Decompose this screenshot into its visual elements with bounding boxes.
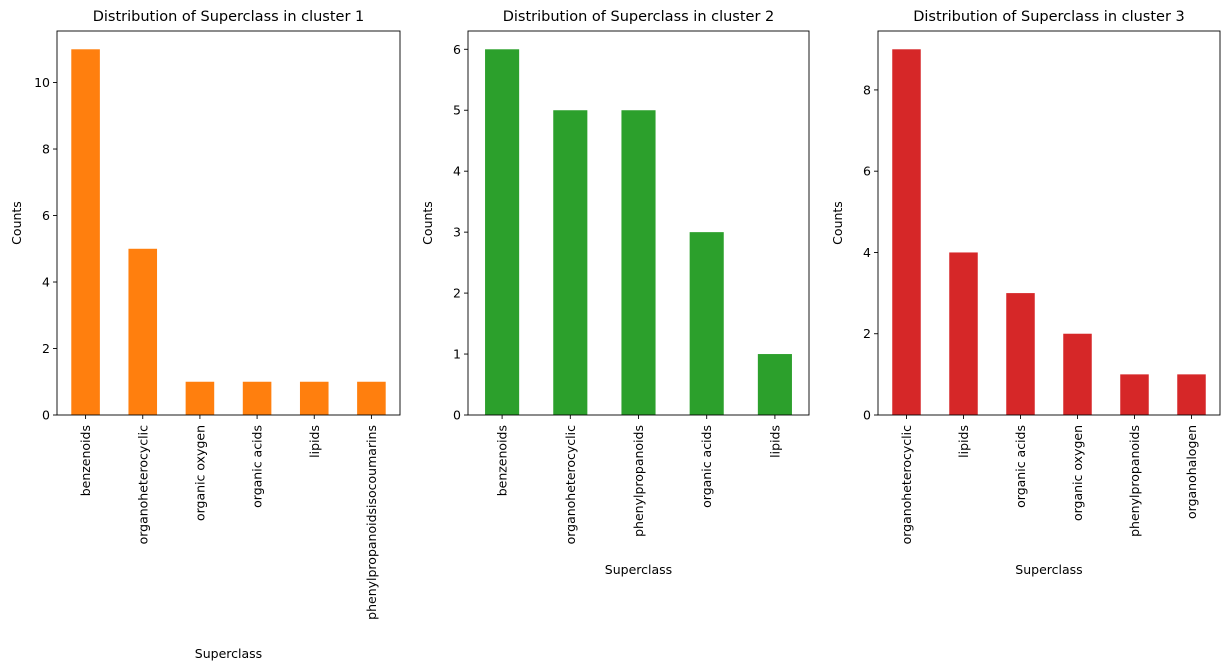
x-tick-label: phenylpropanoidsisocoumarins bbox=[364, 425, 379, 620]
x-tick-label: phenylpropanoids bbox=[1127, 425, 1142, 537]
y-tick-label: 0 bbox=[42, 408, 50, 423]
x-tick-label: phenylpropanoids bbox=[631, 425, 646, 537]
y-tick-label: 10 bbox=[34, 75, 50, 90]
bar-lipids bbox=[299, 381, 329, 415]
bar-organic-acids bbox=[689, 232, 724, 415]
chart-panel-cluster-3: Distribution of Superclass in cluster 3 … bbox=[830, 9, 1221, 577]
bar-phenylpropanoids bbox=[1120, 374, 1149, 415]
x-tick-label: organoheterocyclic bbox=[135, 425, 150, 545]
bar-phenylpropanoidsisocoumarins bbox=[357, 381, 386, 415]
x-axis: benzenoids organoheterocyclic organic oxyg… bbox=[78, 415, 379, 620]
x-tick-label: benzenoids bbox=[495, 425, 510, 496]
plot-frame bbox=[877, 30, 1221, 416]
bar-organoheterocyclic bbox=[128, 248, 158, 415]
bar-organohalogen bbox=[1177, 374, 1206, 415]
y-tick-label: 2 bbox=[453, 286, 461, 301]
bars-group bbox=[485, 49, 792, 416]
plot-frame bbox=[467, 30, 810, 416]
bars-group bbox=[71, 49, 386, 415]
x-axis-label: Superclass bbox=[605, 562, 672, 577]
y-tick-label: 8 bbox=[42, 142, 50, 157]
chart-panel-cluster-2: Distribution of Superclass in cluster 2 … bbox=[420, 9, 810, 577]
x-tick-label: organic acids bbox=[1013, 425, 1028, 508]
x-tick-label: lipids bbox=[767, 425, 782, 458]
x-tick-label: organic acids bbox=[250, 425, 265, 508]
x-tick-label: organic oxygen bbox=[1070, 425, 1085, 521]
x-axis: organoheterocyclic lipids organic acids org… bbox=[899, 415, 1199, 544]
y-axis: 0 2 4 6 8 10 bbox=[34, 75, 57, 423]
y-axis: 0 2 4 6 8 bbox=[863, 82, 878, 423]
y-tick-label: 3 bbox=[453, 225, 461, 240]
y-tick-label: 2 bbox=[863, 326, 871, 341]
bar-organic-acids bbox=[242, 381, 272, 415]
bar-organoheterocyclic bbox=[553, 110, 588, 416]
y-tick-label: 4 bbox=[453, 164, 461, 179]
y-tick-label: 6 bbox=[42, 208, 50, 223]
x-tick-label: organic oxygen bbox=[192, 425, 207, 521]
y-tick-label: 0 bbox=[863, 408, 871, 423]
y-tick-label: 1 bbox=[453, 347, 461, 362]
x-tick-label: organoheterocyclic bbox=[563, 425, 578, 545]
x-tick-label: lipids bbox=[307, 425, 322, 458]
y-tick-label: 0 bbox=[453, 408, 461, 423]
bar-phenylpropanoids bbox=[621, 110, 656, 416]
x-tick-label: organic acids bbox=[699, 425, 714, 508]
chart-title: Distribution of Superclass in cluster 2 bbox=[503, 9, 775, 25]
bar-organoheterocyclic bbox=[892, 49, 921, 415]
chart-title: Distribution of Superclass in cluster 1 bbox=[93, 9, 365, 25]
y-tick-label: 5 bbox=[453, 103, 461, 118]
y-axis-label: Counts bbox=[420, 201, 435, 245]
y-tick-label: 8 bbox=[863, 82, 871, 97]
bar-organic-acids bbox=[1006, 293, 1035, 415]
x-tick-label: organohalogen bbox=[1184, 425, 1199, 519]
bar-organic-oxygen bbox=[185, 381, 215, 415]
y-axis-label: Counts bbox=[830, 201, 845, 245]
bar-benzenoids bbox=[485, 49, 520, 415]
y-tick-label: 2 bbox=[42, 341, 50, 356]
plot-frame bbox=[56, 30, 401, 416]
bar-organic-oxygen bbox=[1063, 333, 1092, 415]
bar-benzenoids bbox=[71, 49, 100, 415]
x-tick-label: benzenoids bbox=[78, 425, 93, 496]
y-tick-label: 4 bbox=[42, 275, 50, 290]
chart-panel-cluster-1: Distribution of Superclass in cluster 1 … bbox=[9, 9, 401, 661]
bar-lipids bbox=[949, 252, 978, 415]
bar-lipids bbox=[757, 354, 792, 415]
x-axis-label: Superclass bbox=[1015, 562, 1082, 577]
x-axis: benzenoids organoheterocyclic phenylpropan… bbox=[495, 415, 782, 545]
y-axis: 0 1 2 3 4 5 6 bbox=[453, 42, 468, 423]
x-tick-label: lipids bbox=[956, 425, 971, 458]
chart-title: Distribution of Superclass in cluster 3 bbox=[913, 9, 1185, 25]
y-tick-label: 6 bbox=[863, 164, 871, 179]
x-axis-label: Superclass bbox=[195, 646, 262, 661]
x-tick-label: organoheterocyclic bbox=[899, 425, 914, 545]
bars-group bbox=[892, 49, 1206, 415]
y-tick-label: 6 bbox=[453, 42, 461, 57]
y-tick-label: 4 bbox=[863, 245, 871, 260]
y-axis-label: Counts bbox=[9, 201, 24, 245]
